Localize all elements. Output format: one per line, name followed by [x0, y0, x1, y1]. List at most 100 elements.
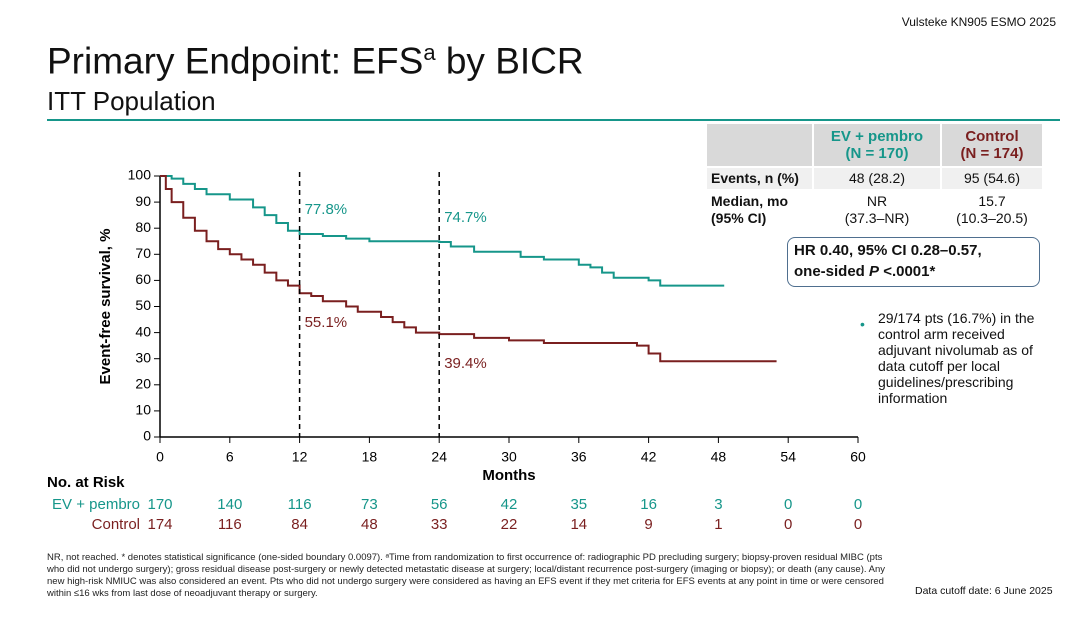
cell-line: 15.7	[978, 193, 1006, 209]
risk-count: 0	[854, 516, 862, 533]
landmark-label: 77.8%	[305, 201, 348, 218]
x-tick-label: 6	[226, 449, 234, 465]
summary-table: EV + pembro (N = 170) Control (N = 174) Even…	[707, 124, 1042, 229]
table-cell: 95 (54.6)	[939, 166, 1042, 190]
title-text: Primary Endpoint: EFS	[47, 40, 424, 82]
corner	[707, 124, 813, 167]
risk-count: 1	[714, 516, 722, 533]
risk-count: 140	[217, 496, 242, 513]
table-cell: 48 (28.2)	[812, 166, 941, 190]
risk-count: 73	[361, 496, 378, 513]
y-tick-label: 60	[135, 271, 151, 287]
subtitle: ITT Population	[47, 86, 216, 116]
title-tail: by BICR	[435, 40, 584, 82]
risk-count: 22	[501, 516, 518, 533]
risk-count: 16	[640, 496, 657, 513]
survival-curve	[160, 175, 725, 287]
rule	[47, 119, 1060, 121]
cell-line: (37.3–NR)	[844, 210, 910, 226]
risk-count: 56	[431, 496, 448, 513]
hr-p-value: <.0001*	[879, 263, 936, 280]
bullet: •	[860, 316, 865, 332]
hr-p: P	[869, 263, 880, 280]
x-tick-label: 60	[850, 449, 866, 465]
y-tick-label: 0	[143, 428, 151, 444]
source: Vulsteke KN905 ESMO 2025	[901, 15, 1056, 29]
y-tick-label: 70	[135, 245, 151, 261]
x-tick-label: 18	[362, 449, 378, 465]
x-tick-label: 0	[156, 449, 164, 465]
y-tick-label: 40	[135, 323, 151, 339]
x-tick-label: 42	[641, 449, 657, 465]
title-sup: a	[423, 40, 436, 65]
cell-line: Median, mo	[711, 193, 789, 209]
y-axis-label: Event-free survival, %	[97, 229, 114, 385]
y-tick-label: 20	[135, 376, 151, 392]
risk-title: No. at Risk	[47, 474, 125, 491]
footnote: NR, not reached. * denotes statistical s…	[47, 552, 885, 599]
table-row: Events, n (%) 48 (28.2) 95 (54.6)	[707, 166, 1042, 190]
y-tick-label: 90	[135, 193, 151, 209]
landmark-label: 74.7%	[444, 209, 487, 226]
y-tick-label: 30	[135, 349, 151, 365]
column-header: Control (N = 174)	[939, 124, 1042, 167]
title: Primary Endpoint: EFSa by BICR	[47, 40, 584, 82]
x-tick-label: 36	[571, 449, 587, 465]
cell-line: 48 (28.2)	[848, 170, 905, 186]
x-tick-label: 48	[711, 449, 727, 465]
x-tick-label: 12	[292, 449, 308, 465]
survival-curve	[160, 175, 777, 363]
risk-count: 33	[431, 516, 448, 533]
table-cell: 15.7 (10.3–20.5)	[939, 189, 1042, 229]
risk-count: 170	[147, 496, 172, 513]
x-axis-label: Months	[482, 467, 535, 484]
risk-row-name: EV + pembro	[52, 496, 140, 513]
risk-count: 48	[361, 516, 378, 533]
risk-row-name: Control	[92, 516, 140, 533]
risk-count: 3	[714, 496, 722, 513]
risk-count: 9	[644, 516, 652, 533]
risk-count: 0	[784, 496, 792, 513]
header-line: (N = 170)	[845, 145, 909, 162]
row-label: Events, n (%)	[707, 166, 813, 190]
hr-line1: HR 0.40, 95% CI 0.28–0.57,	[794, 242, 982, 259]
column-header: EV + pembro (N = 170)	[812, 124, 941, 167]
hr-line2: one-sided P <.0001*	[794, 261, 1033, 282]
risk-count: 35	[570, 496, 587, 513]
x-tick-label: 54	[780, 449, 796, 465]
y-tick-label: 100	[128, 167, 152, 183]
cell-line: (95% CI)	[711, 210, 767, 226]
hr-box: HR 0.40, 95% CI 0.28–0.57, one-sided P <…	[787, 237, 1040, 287]
risk-count: 84	[291, 516, 308, 533]
cell-line: 95 (54.6)	[963, 170, 1020, 186]
risk-count: 42	[501, 496, 518, 513]
y-tick-label: 10	[135, 402, 151, 418]
header-line: EV + pembro	[830, 128, 924, 145]
hr-text: one-sided	[794, 263, 870, 280]
table-row: Median, mo (95% CI) NR (37.3–NR) 15.7 (10.3–2…	[707, 189, 1042, 229]
y-tick-label: 80	[135, 219, 151, 235]
x-tick-label: 24	[431, 449, 447, 465]
cutoff: Data cutoff date: 6 June 2025	[915, 585, 1053, 597]
landmark-label: 39.4%	[444, 355, 487, 372]
note: 29/174 pts (16.7%) in the control arm re…	[878, 310, 1035, 406]
header-row: EV + pembro (N = 170) Control (N = 174)	[707, 124, 1042, 167]
x-tick-label: 30	[501, 449, 517, 465]
risk-count: 14	[570, 516, 587, 533]
header-line: (N = 174)	[960, 145, 1024, 162]
cell-line: NR	[866, 193, 888, 209]
risk-count: 0	[854, 496, 862, 513]
row-label: Median, mo (95% CI)	[707, 189, 813, 229]
header-line: Control	[965, 128, 1019, 145]
landmark-label: 55.1%	[305, 314, 348, 331]
risk-count: 174	[147, 516, 172, 533]
risk-count: 116	[218, 516, 242, 533]
y-tick-label: 50	[135, 297, 151, 313]
table-cell: NR (37.3–NR)	[812, 189, 941, 229]
cell-line: (10.3–20.5)	[956, 210, 1028, 226]
cell-line: Events, n (%)	[711, 170, 799, 186]
risk-count: 0	[784, 516, 792, 533]
risk-count: 116	[288, 496, 312, 513]
